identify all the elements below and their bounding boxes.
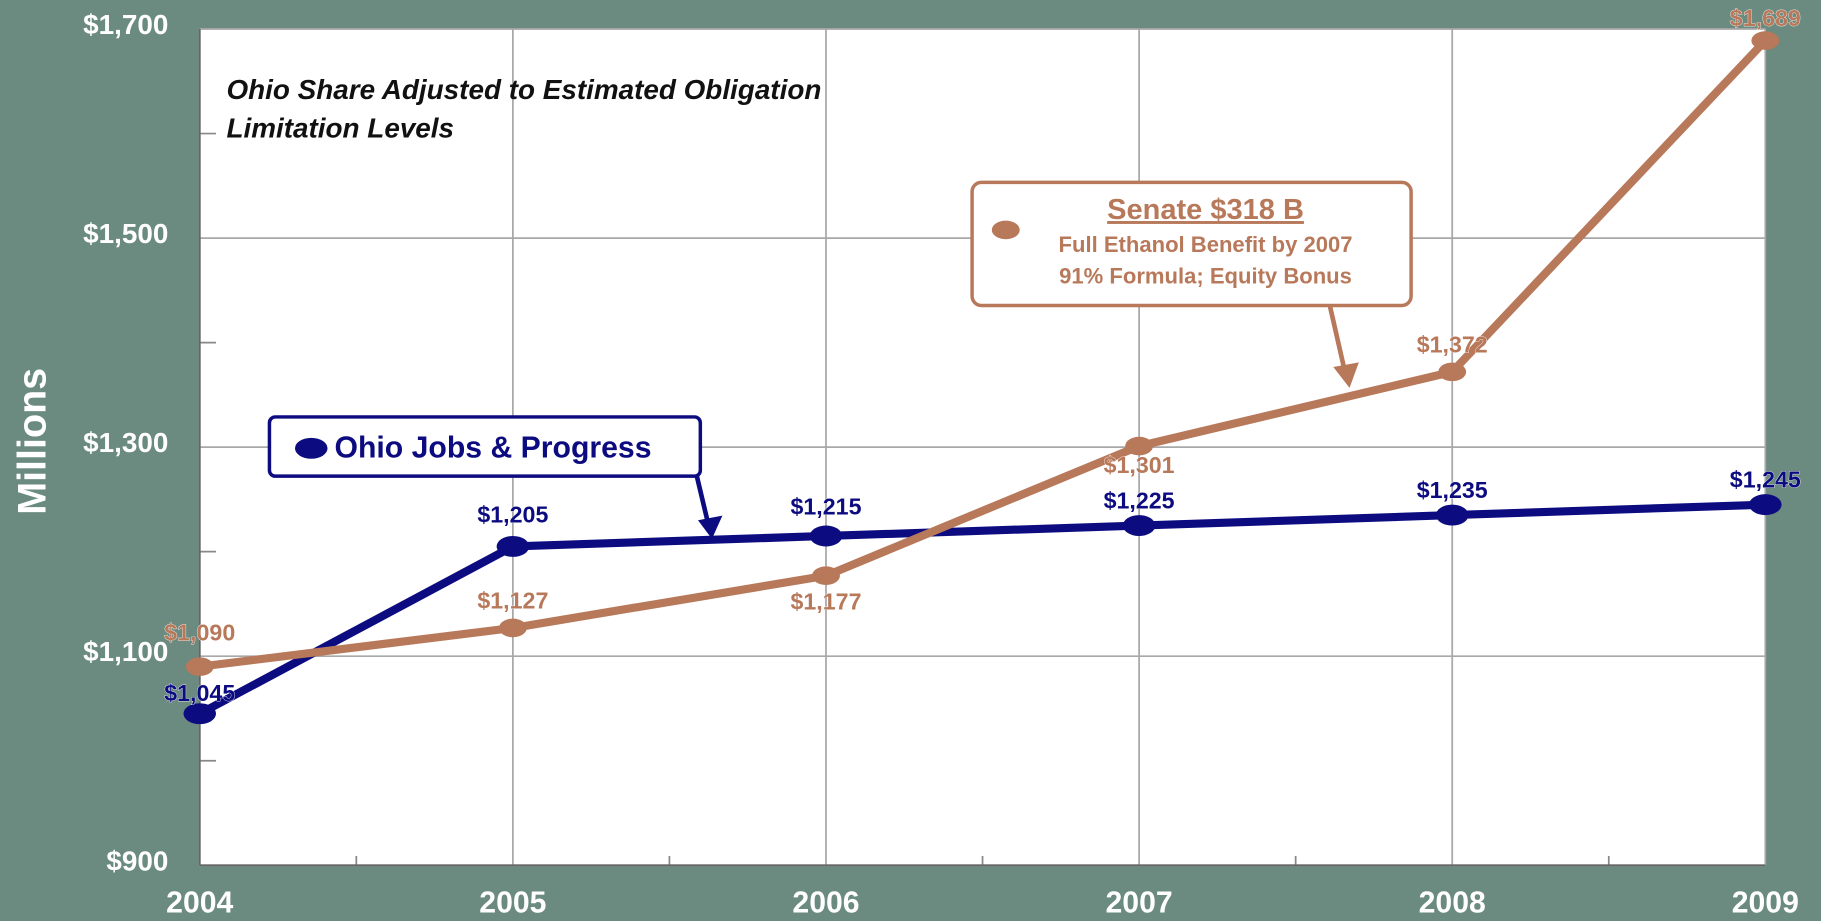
legend-marker xyxy=(991,220,1020,240)
legend-note: 91% Formula; Equity Bonus xyxy=(1059,263,1352,288)
x-tick-label: 2008 xyxy=(1419,887,1486,920)
data-label: $1,225 xyxy=(1104,487,1175,513)
data-label: $1,045 xyxy=(164,680,235,706)
y-axis-label: Millions xyxy=(10,368,54,515)
data-point xyxy=(1435,504,1469,526)
y-tick-label: $1,500 xyxy=(83,218,168,249)
legend-box xyxy=(267,415,703,478)
y-tick-label: $1,300 xyxy=(83,427,168,458)
x-tick-label: 2004 xyxy=(166,887,233,920)
arrow-head xyxy=(1333,362,1359,388)
data-label: $1,235 xyxy=(1417,477,1488,503)
legend-arrow xyxy=(694,475,711,526)
data-label: $1,245 xyxy=(1730,467,1801,493)
legend-marker xyxy=(294,437,328,459)
data-label: $1,177 xyxy=(790,589,861,615)
chart-title: Limitation Levels xyxy=(226,112,454,143)
data-label: $1,301 xyxy=(1104,452,1175,478)
data-point xyxy=(812,566,840,585)
data-point xyxy=(183,703,217,725)
data-point xyxy=(498,618,527,638)
legend-label: Senate $318 B xyxy=(1107,194,1304,226)
x-tick-label: 2009 xyxy=(1732,887,1799,920)
plot-group: $900 $1,100 $1,300 $1,500 $1,700 2004 2005 2006… xyxy=(10,4,1801,920)
data-label: $1,090 xyxy=(164,619,235,645)
series-line xyxy=(199,37,1769,671)
y-tick-label: $1,700 xyxy=(83,9,168,40)
data-point xyxy=(809,525,843,547)
chart-title: Ohio Share Adjusted to Estimated Obligat… xyxy=(226,74,821,105)
legend-arrow xyxy=(1327,304,1348,373)
data-point xyxy=(1125,436,1154,456)
x-tick-label: 2007 xyxy=(1106,887,1173,920)
x-tick-label: 2005 xyxy=(479,887,546,920)
legend-label: Ohio Jobs & Progress xyxy=(334,431,651,464)
data-label: $1,215 xyxy=(790,493,861,519)
data-label: $1,372 xyxy=(1417,331,1488,357)
legend-box xyxy=(970,180,1413,308)
series-line xyxy=(197,500,1766,718)
data-point xyxy=(1122,515,1156,536)
data-point xyxy=(496,535,530,557)
data-point xyxy=(1751,31,1780,50)
data-point xyxy=(1749,494,1782,516)
data-point xyxy=(1438,362,1467,382)
legend-note: Full Ethanol Benefit by 2007 xyxy=(1059,232,1353,257)
arrow-head xyxy=(698,515,723,539)
y-tick-label: $1,100 xyxy=(83,636,168,667)
x-tick-label: 2006 xyxy=(792,887,859,920)
data-label: $1,127 xyxy=(477,588,548,614)
data-label: $1,689 xyxy=(1730,5,1801,31)
data-label: $1,205 xyxy=(477,501,548,527)
data-point xyxy=(185,657,214,676)
y-tick-label: $900 xyxy=(106,845,168,876)
